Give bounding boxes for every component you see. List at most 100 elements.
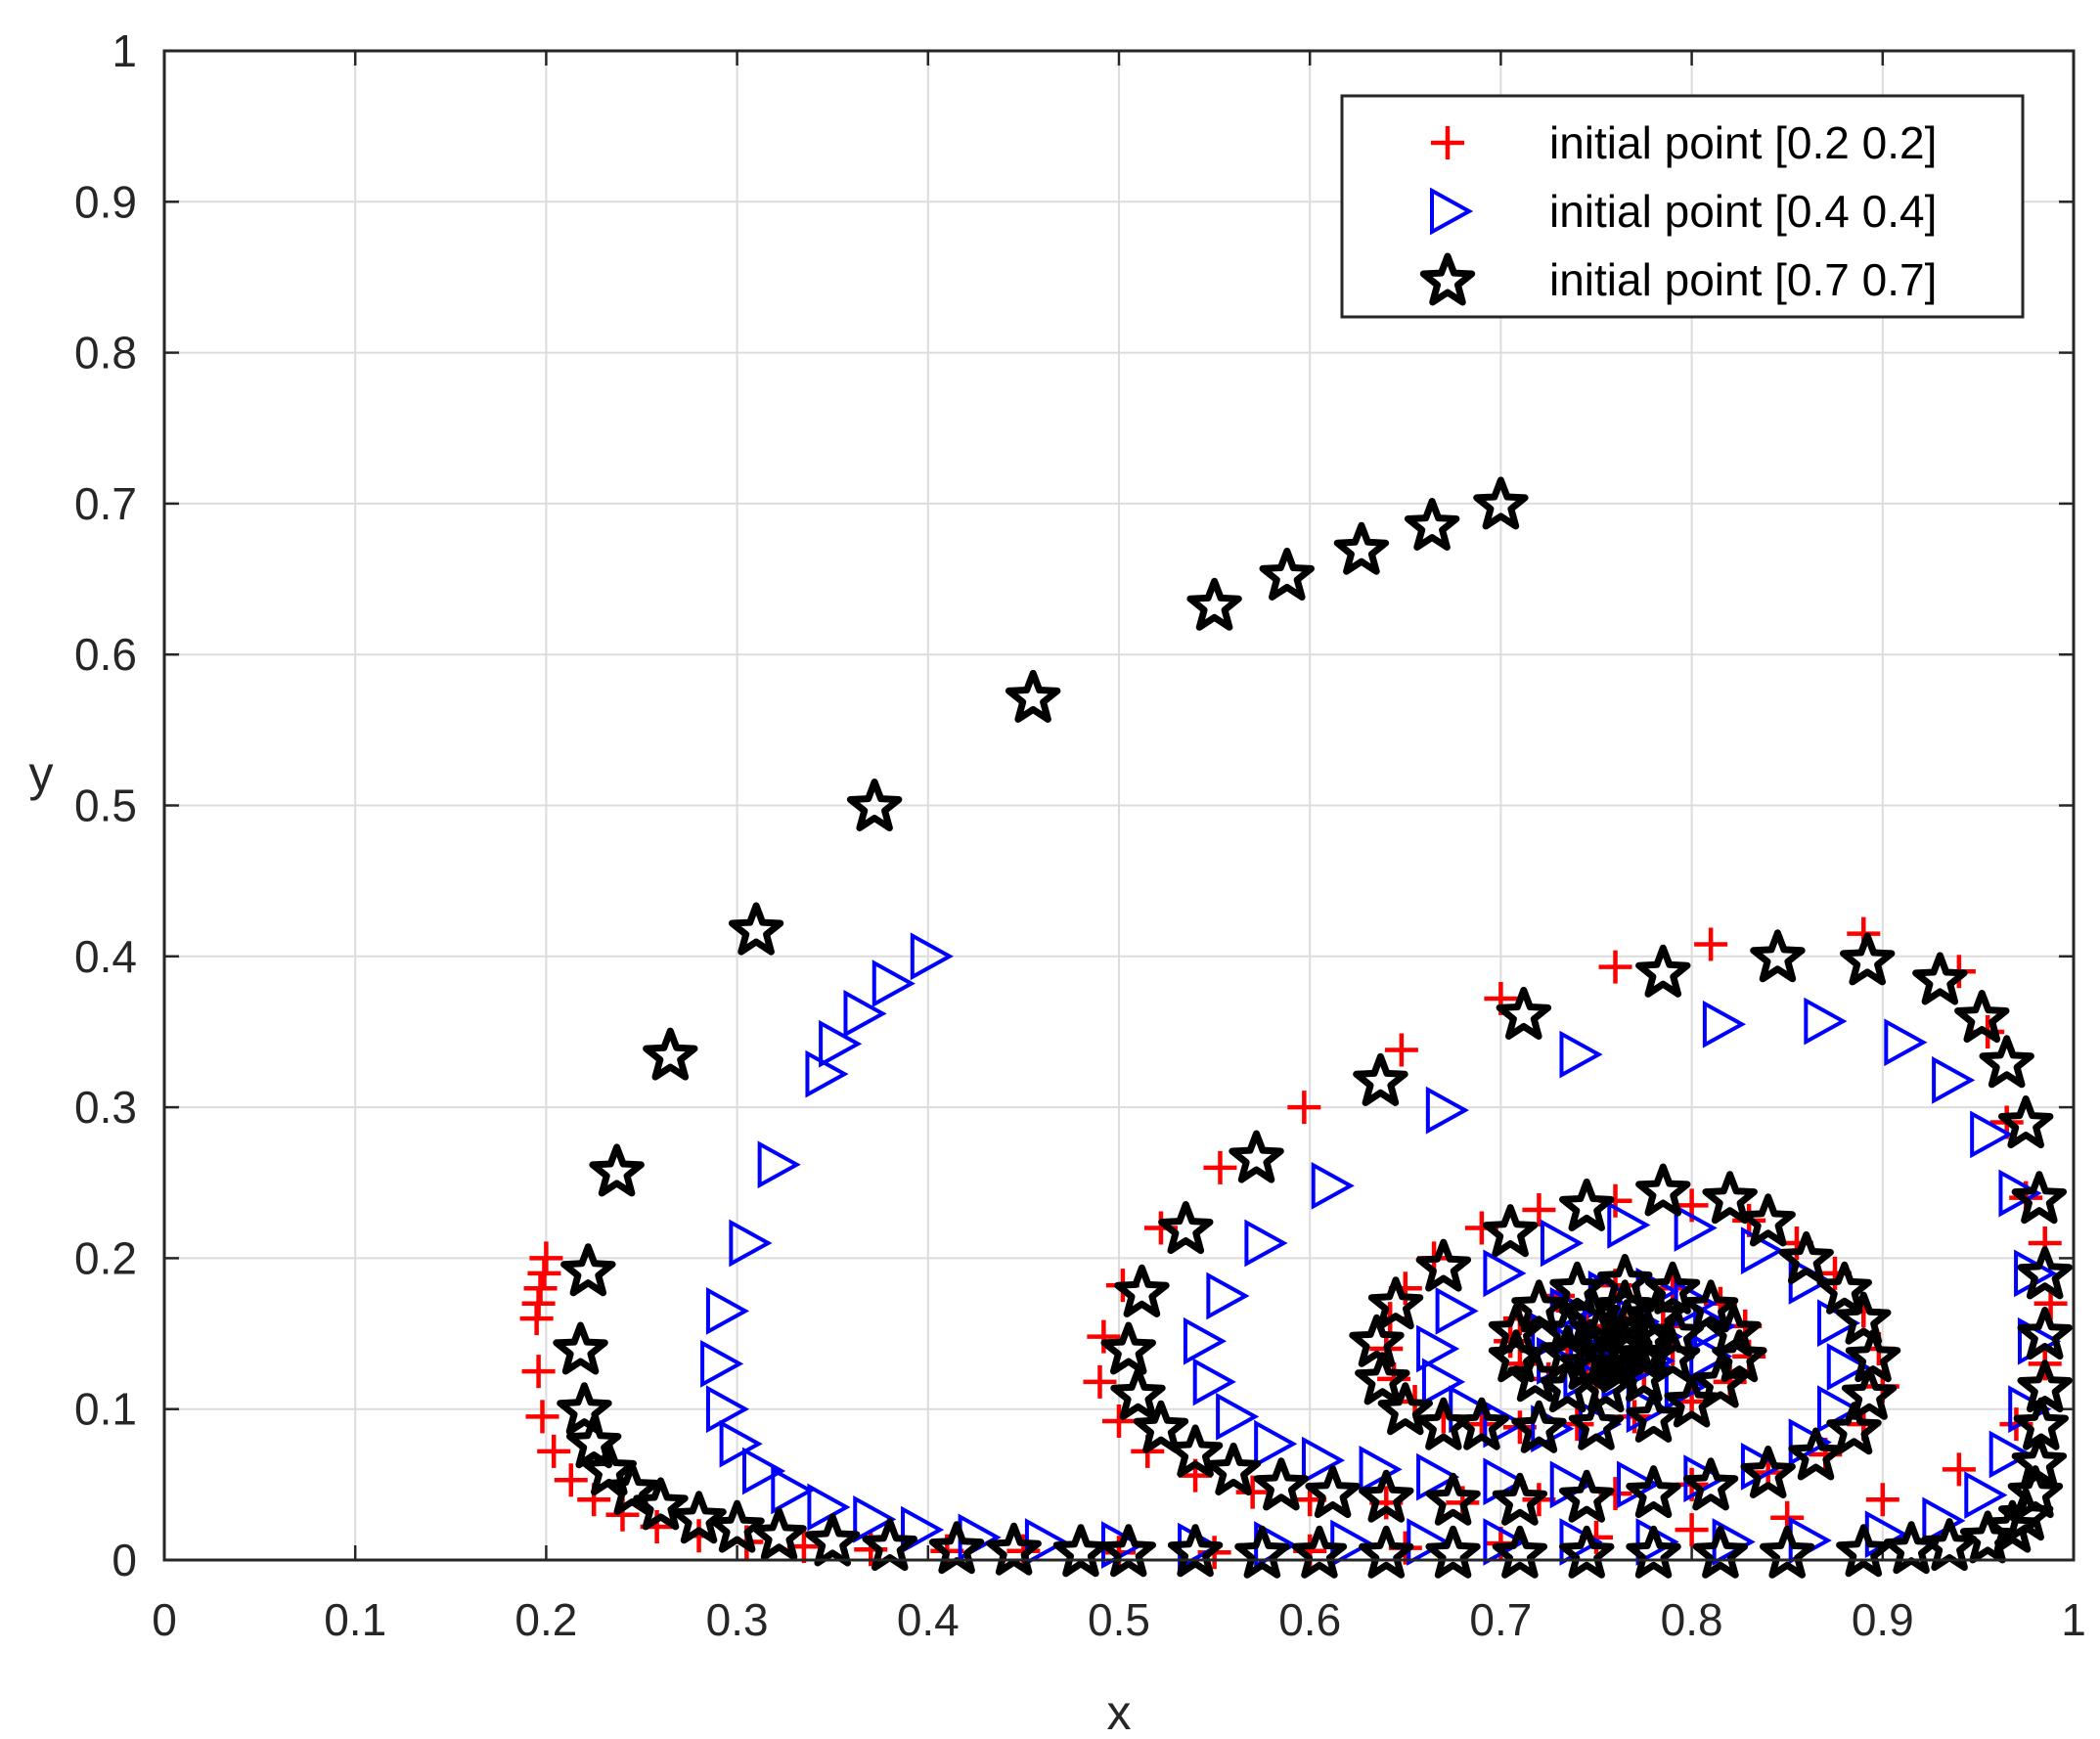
data-point-star bbox=[1559, 1525, 1615, 1579]
data-point-plus bbox=[537, 1434, 571, 1468]
data-point-triangle-right bbox=[1607, 1201, 1651, 1249]
data-point-star bbox=[1005, 669, 1061, 723]
data-point-star bbox=[1229, 1130, 1284, 1183]
data-point-triangle-right bbox=[1540, 1219, 1585, 1268]
data-point-triangle-right bbox=[807, 1483, 851, 1532]
data-point-star bbox=[1234, 1525, 1290, 1579]
data-point-star bbox=[1959, 1510, 2016, 1564]
data-point-star bbox=[1186, 577, 1242, 631]
data-point-star bbox=[553, 1321, 608, 1375]
data-point-star bbox=[1841, 1366, 1898, 1420]
data-point-star bbox=[2017, 1360, 2073, 1413]
data-point-triangle-right bbox=[1964, 1471, 2008, 1520]
data-point-star bbox=[1453, 1397, 1510, 1450]
data-point-star bbox=[862, 1518, 917, 1572]
data-point-star bbox=[1682, 1457, 1739, 1511]
legend-marker-star bbox=[1419, 252, 1476, 306]
x-tick-label: 0.8 bbox=[1661, 1594, 1723, 1645]
data-point-triangle-right bbox=[729, 1219, 773, 1268]
tick-labels: 0 0.1 0.2 0.3 0.4 0.5 0.6 0.7 0.8 0.9 1 0 0.1 0.2 0.3 0… bbox=[74, 25, 2086, 1645]
data-point-star bbox=[1826, 1402, 1882, 1455]
data-point-star bbox=[1816, 1261, 1872, 1315]
data-point-star bbox=[1740, 1193, 1796, 1247]
data-point-star bbox=[557, 1382, 612, 1436]
data-point-star bbox=[1110, 1366, 1166, 1420]
data-point-star bbox=[560, 1243, 616, 1297]
y-tick-label: 0.1 bbox=[74, 1384, 137, 1435]
x-tick-label: 0.3 bbox=[706, 1594, 769, 1645]
x-tick-label: 0.7 bbox=[1469, 1594, 1532, 1645]
data-point-star bbox=[1473, 476, 1529, 530]
data-point-star bbox=[1760, 1525, 1815, 1579]
data-point-star bbox=[1167, 1424, 1224, 1478]
y-tick-label: 0.3 bbox=[74, 1082, 137, 1133]
data-point-star bbox=[1253, 1457, 1310, 1511]
data-point-triangle-right bbox=[1425, 1086, 1469, 1135]
data-point-plus bbox=[1235, 1475, 1270, 1509]
data-point-triangle-right bbox=[1216, 1393, 1260, 1441]
data-point-triangle-right bbox=[1416, 1324, 1460, 1373]
data-point-plus bbox=[1694, 927, 1728, 961]
data-point-star bbox=[1778, 1230, 1834, 1284]
data-point-star bbox=[1100, 1321, 1156, 1375]
data-point-star bbox=[1511, 1279, 1567, 1333]
data-point-plus bbox=[1287, 1091, 1321, 1125]
legend: initial point [0.2 0.2] initial point [0.… bbox=[1340, 94, 2025, 319]
data-point-plus bbox=[1203, 1150, 1237, 1184]
data-point-star bbox=[2017, 1246, 2073, 1300]
data-point-star bbox=[1836, 1524, 1892, 1578]
data-point-triangle-right bbox=[705, 1287, 750, 1335]
data-point-star bbox=[671, 1491, 727, 1544]
data-point-triangle-right bbox=[805, 1049, 849, 1098]
data-point-triangle-right bbox=[1206, 1271, 1250, 1320]
data-point-star bbox=[1353, 1052, 1408, 1106]
data-point-triangle-right bbox=[757, 1140, 801, 1189]
data-point-triangle-right bbox=[1559, 1030, 1603, 1079]
data-point-triangle-right bbox=[1788, 1418, 1832, 1467]
data-point-triangle-right bbox=[1988, 1430, 2033, 1479]
data-point-star bbox=[1954, 990, 2010, 1044]
data-point-triangle-right bbox=[1674, 1204, 1718, 1252]
data-point-star bbox=[1702, 1171, 1758, 1225]
data-point-star bbox=[2017, 1307, 2073, 1360]
data-point-star bbox=[1559, 1178, 1615, 1231]
data-point-star bbox=[1578, 1329, 1633, 1383]
data-point-plus bbox=[527, 1256, 561, 1290]
y-tick-label: 0.9 bbox=[74, 176, 137, 227]
data-point-star bbox=[1511, 1400, 1567, 1453]
y-tick-label: 0.4 bbox=[74, 931, 137, 982]
data-point-star bbox=[1114, 1264, 1170, 1317]
data-point-star bbox=[1492, 1525, 1548, 1579]
data-point-plus bbox=[1102, 1405, 1136, 1439]
data-point-triangle-right bbox=[1826, 1343, 1870, 1391]
data-point-star bbox=[643, 1027, 698, 1081]
data-point-plus bbox=[1942, 1452, 1976, 1487]
data-point-plus bbox=[1384, 1033, 1418, 1067]
data-point-star bbox=[1367, 1276, 1424, 1330]
x-tick-label: 0.9 bbox=[1852, 1594, 1914, 1645]
data-point-triangle-right bbox=[1559, 1518, 1603, 1566]
data-point-star bbox=[1377, 1382, 1433, 1436]
data-point-star bbox=[1597, 1279, 1653, 1333]
y-axis-label: y bbox=[29, 746, 54, 801]
data-point-triangle-right bbox=[1932, 1055, 1976, 1104]
data-point-star bbox=[1750, 929, 1806, 983]
data-point-star bbox=[1626, 1525, 1681, 1579]
data-point-star bbox=[1692, 1355, 1749, 1408]
data-point-triangle-right bbox=[1804, 997, 1848, 1046]
data-point-star bbox=[2011, 1171, 2068, 1225]
data-point-triangle-right bbox=[901, 1505, 945, 1554]
data-point-star bbox=[1167, 1524, 1224, 1578]
x-axis-label: x bbox=[1107, 1685, 1132, 1739]
data-point-plus bbox=[1522, 1193, 1556, 1227]
data-point-star bbox=[1635, 944, 1691, 998]
data-point-triangle-right bbox=[771, 1466, 815, 1515]
data-point-plus bbox=[1675, 1513, 1709, 1547]
data-point-star bbox=[1205, 1442, 1262, 1495]
data-point-star bbox=[566, 1415, 622, 1469]
data-point-star bbox=[1482, 1204, 1539, 1258]
data-point-star bbox=[1635, 1163, 1691, 1217]
data-point-star bbox=[805, 1513, 861, 1567]
data-point-star bbox=[1845, 1329, 1901, 1383]
data-series bbox=[519, 476, 2073, 1579]
